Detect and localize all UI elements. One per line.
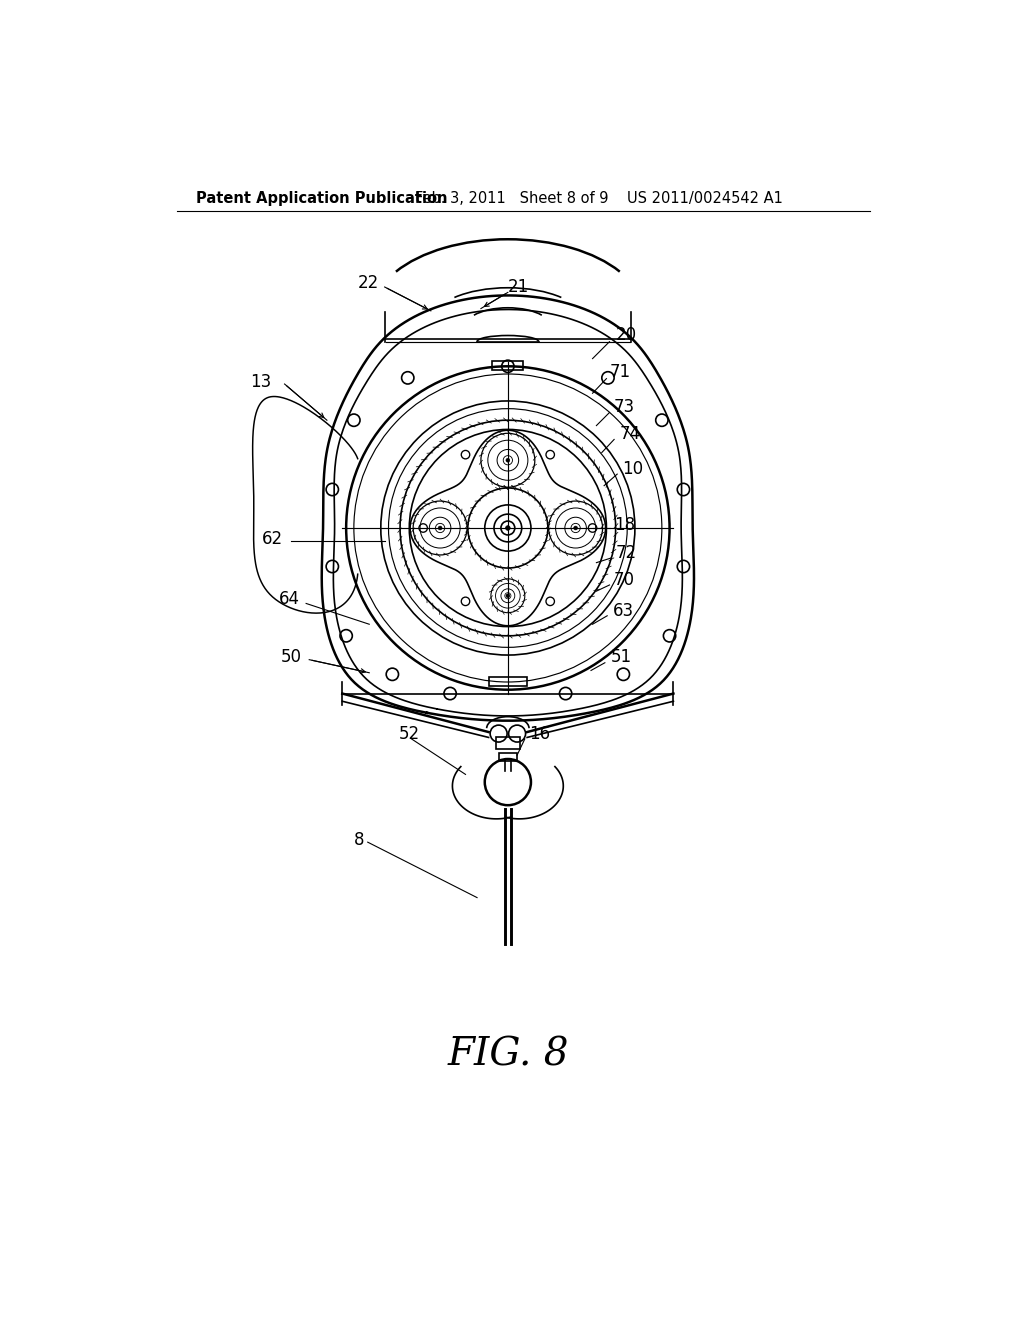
Bar — [499, 752, 517, 760]
Circle shape — [573, 527, 578, 529]
Text: 71: 71 — [609, 363, 631, 381]
Text: US 2011/0024542 A1: US 2011/0024542 A1 — [628, 191, 783, 206]
Text: 63: 63 — [612, 602, 634, 620]
Text: 51: 51 — [610, 648, 632, 667]
Text: 52: 52 — [398, 726, 420, 743]
Text: 62: 62 — [262, 529, 283, 548]
Bar — [496, 738, 520, 748]
Circle shape — [438, 527, 442, 529]
Text: 16: 16 — [529, 726, 551, 743]
Text: 8: 8 — [354, 830, 365, 849]
Text: 22: 22 — [357, 275, 379, 292]
Circle shape — [506, 594, 510, 598]
Text: 64: 64 — [279, 590, 300, 607]
Text: 73: 73 — [614, 399, 635, 416]
Text: 10: 10 — [622, 459, 643, 478]
Text: Feb. 3, 2011   Sheet 8 of 9: Feb. 3, 2011 Sheet 8 of 9 — [416, 191, 609, 206]
Text: FIG. 8: FIG. 8 — [447, 1038, 568, 1074]
Text: 20: 20 — [615, 326, 637, 345]
Text: 70: 70 — [614, 572, 635, 589]
Circle shape — [506, 525, 510, 531]
Text: Patent Application Publication: Patent Application Publication — [196, 191, 447, 206]
Text: 50: 50 — [281, 648, 301, 667]
Text: 74: 74 — [620, 425, 640, 444]
Circle shape — [506, 458, 510, 462]
Text: 13: 13 — [250, 372, 271, 391]
Text: 18: 18 — [614, 516, 635, 533]
Text: 21: 21 — [508, 279, 529, 296]
Text: 72: 72 — [615, 544, 637, 562]
